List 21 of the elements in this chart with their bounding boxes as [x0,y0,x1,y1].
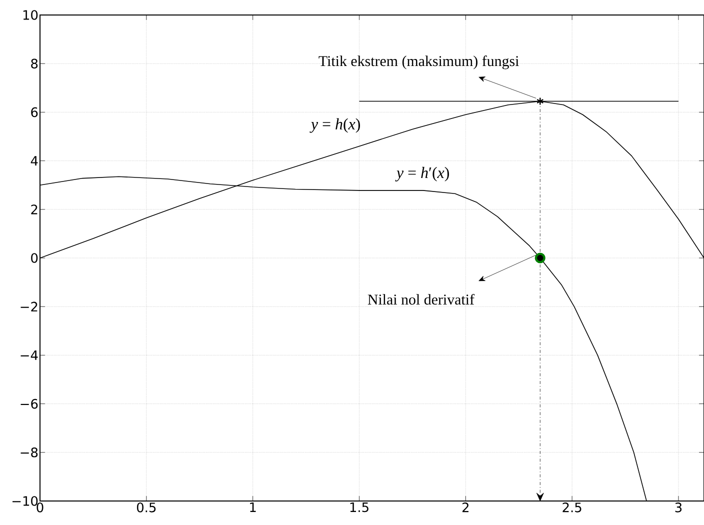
x-tick-label: 0.5 [136,502,156,512]
x-tick-label: 1 [250,502,256,512]
x-tick-label: 2 [462,502,468,512]
y-tick-label: −4 [20,350,38,360]
x-tick-label: 2.5 [562,502,582,512]
y-tick-label: 0 [31,253,38,263]
x-tick-label: 1.5 [350,502,368,512]
y-tick-label: 2 [31,204,38,214]
y-tick-label: 8 [31,58,38,68]
y-tick-label: 10 [23,10,38,20]
y-tick-label: −10 [12,496,38,506]
y-tick-label: −8 [20,448,38,458]
series-label: y = h′(x) [395,166,449,182]
annotation: Titik ekstrem (maksimum) fungsi [318,56,519,70]
series-label: y = h(x) [310,118,360,133]
x-tick-label: 3 [675,502,682,512]
y-tick-label: −2 [20,302,38,312]
y-tick-label: 4 [30,156,38,166]
annotation: Nilai nol derivatif [368,294,474,305]
y-tick-label: −6 [20,398,38,409]
y-tick-label: 6 [31,107,38,118]
